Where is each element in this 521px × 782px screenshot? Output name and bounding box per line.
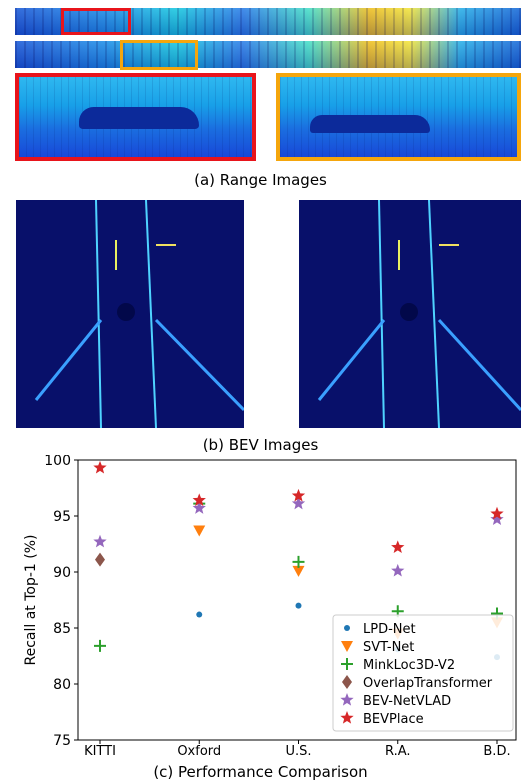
caption-bev-images: (b) BEV Images [202, 436, 319, 454]
data-point [295, 602, 302, 609]
red-highlight-box [61, 8, 131, 35]
range-zoom-red [15, 73, 256, 161]
bev-image-left [16, 200, 244, 428]
data-point [93, 534, 107, 548]
legend-label: LPD-Net [363, 622, 416, 637]
data-point [192, 501, 206, 514]
range-image-top [15, 8, 521, 35]
y-tick-label: 75 [53, 733, 71, 749]
car-silhouette [79, 107, 199, 129]
x-tick-label: U.S. [285, 744, 311, 755]
performance-chart: 75 80 85 90 95 100 KITTI Oxford U.S. R.A. B.D. Reca… [23, 455, 517, 755]
legend-label: OverlapTransformer [363, 676, 493, 691]
legend-box [332, 614, 514, 732]
legend-marker [341, 658, 353, 670]
plot-area-frame [77, 459, 517, 741]
bev-image-right [299, 200, 521, 428]
data-point [196, 611, 203, 618]
data-point [292, 565, 305, 577]
series-bev-netvlad [93, 496, 504, 577]
legend-marker [341, 641, 353, 652]
range-zoom-yellow [276, 73, 521, 161]
y-tick-label: 95 [53, 509, 71, 525]
legend-label: BEVPlace [363, 712, 424, 727]
data-point [93, 460, 107, 474]
caption-performance-comparison: (c) Performance Comparison [153, 763, 368, 781]
data-point [391, 540, 405, 554]
legend-marker [344, 625, 350, 631]
y-tick-label: 100 [44, 455, 71, 469]
legend-label: SVT-Net [363, 640, 414, 655]
legend-marker [340, 711, 354, 724]
range-image-bottom [15, 41, 521, 68]
legend-marker [341, 658, 353, 670]
y-tick-label: 90 [53, 565, 71, 581]
series-bevplace [93, 460, 504, 554]
x-tick-label: Oxford [177, 744, 221, 755]
legend-marker [344, 625, 350, 631]
x-tick-label: R.A. [385, 744, 411, 755]
legend-label: MinkLoc3D-V2 [363, 658, 455, 673]
legend-marker [342, 675, 352, 689]
data-point [291, 496, 306, 510]
data-point [391, 563, 405, 577]
legend-marker [340, 711, 354, 724]
caption-range-images: (a) Range Images [194, 171, 327, 189]
series-overlaptransformer [95, 552, 105, 567]
legend-marker [340, 693, 354, 706]
bev-road-structure [317, 200, 521, 428]
data-point [490, 512, 504, 526]
x-tick-label: B.D. [483, 744, 510, 755]
data-point [193, 525, 206, 537]
data-point [94, 639, 106, 652]
legend-marker [340, 693, 354, 706]
legend-marker [342, 675, 352, 689]
car-silhouette [310, 115, 430, 133]
y-axis-label: Recall at Top-1 (%) [23, 535, 39, 666]
bev-road-structure [34, 200, 244, 428]
data-point [291, 488, 306, 502]
data-point [95, 552, 105, 567]
data-point [192, 493, 206, 506]
legend-label: BEV-NetVLAD [363, 694, 451, 709]
data-point [490, 506, 504, 520]
yellow-highlight-box [120, 40, 198, 70]
y-tick-label: 80 [53, 677, 71, 693]
data-point [292, 555, 305, 568]
x-tick-label: KITTI [84, 744, 116, 755]
y-tick-label: 85 [53, 621, 71, 637]
legend-marker [341, 641, 353, 652]
